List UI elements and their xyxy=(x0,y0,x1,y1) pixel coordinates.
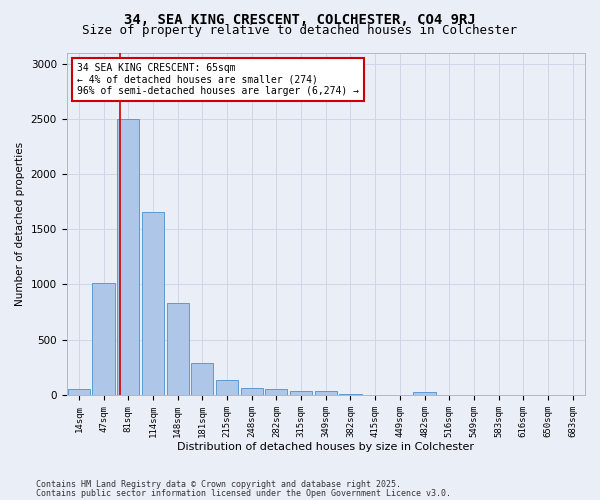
Bar xyxy=(413,392,436,395)
Bar xyxy=(191,363,214,395)
Bar xyxy=(241,388,263,395)
Bar xyxy=(117,119,139,395)
Bar xyxy=(92,284,115,395)
Bar xyxy=(167,304,189,395)
Bar xyxy=(265,389,287,395)
X-axis label: Distribution of detached houses by size in Colchester: Distribution of detached houses by size … xyxy=(177,442,474,452)
Text: Contains HM Land Registry data © Crown copyright and database right 2025.: Contains HM Land Registry data © Crown c… xyxy=(36,480,401,489)
Bar xyxy=(290,390,312,395)
Bar xyxy=(314,391,337,395)
Y-axis label: Number of detached properties: Number of detached properties xyxy=(15,142,25,306)
Text: 34, SEA KING CRESCENT, COLCHESTER, CO4 9RJ: 34, SEA KING CRESCENT, COLCHESTER, CO4 9… xyxy=(124,12,476,26)
Text: 34 SEA KING CRESCENT: 65sqm
← 4% of detached houses are smaller (274)
96% of sem: 34 SEA KING CRESCENT: 65sqm ← 4% of deta… xyxy=(77,63,359,96)
Bar xyxy=(142,212,164,395)
Bar xyxy=(340,394,362,395)
Bar xyxy=(216,380,238,395)
Bar xyxy=(68,389,90,395)
Text: Contains public sector information licensed under the Open Government Licence v3: Contains public sector information licen… xyxy=(36,489,451,498)
Text: Size of property relative to detached houses in Colchester: Size of property relative to detached ho… xyxy=(83,24,517,37)
